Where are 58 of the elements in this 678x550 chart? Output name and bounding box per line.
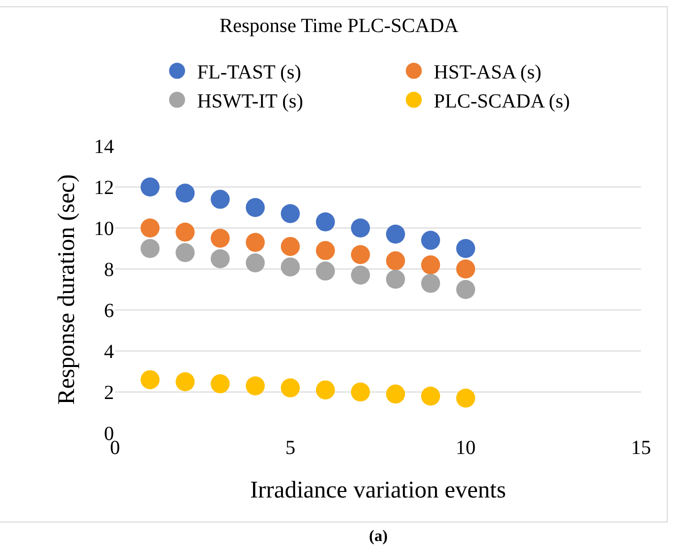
point bbox=[421, 386, 440, 406]
point bbox=[280, 204, 300, 224]
point bbox=[210, 374, 230, 394]
legend-label: PLC-SCADA (s) bbox=[434, 90, 570, 113]
point bbox=[280, 378, 300, 398]
point bbox=[140, 178, 160, 196]
point bbox=[350, 382, 370, 402]
legend-label: FL-TAST (s) bbox=[197, 62, 302, 84]
point bbox=[176, 184, 195, 203]
y-tick-label: 6 bbox=[104, 300, 114, 322]
x-tick-label: 5 bbox=[285, 437, 296, 459]
point bbox=[210, 249, 230, 268]
point bbox=[140, 218, 160, 238]
point bbox=[350, 245, 370, 264]
point bbox=[246, 376, 265, 396]
point bbox=[140, 370, 160, 390]
point bbox=[386, 224, 406, 244]
y-tick-label: 4 bbox=[104, 341, 114, 363]
point bbox=[316, 262, 335, 281]
text: (a) bbox=[369, 528, 388, 545]
point bbox=[386, 270, 406, 289]
y-axis-title: Response duration (sec) bbox=[54, 174, 80, 405]
point bbox=[386, 384, 406, 404]
point bbox=[421, 230, 440, 250]
point bbox=[316, 241, 335, 260]
y-tick-label: 10 bbox=[94, 218, 114, 240]
point bbox=[456, 260, 476, 278]
point bbox=[176, 243, 195, 262]
point bbox=[140, 239, 160, 258]
x-tick-label: 10 bbox=[456, 437, 476, 459]
point bbox=[350, 218, 370, 238]
point bbox=[456, 239, 476, 258]
point bbox=[350, 266, 370, 285]
chart-title: Response Time PLC-SCADA bbox=[220, 14, 460, 37]
legend-label: HSWT-IT (s) bbox=[197, 90, 304, 113]
point bbox=[456, 280, 476, 299]
x-tick-label: 15 bbox=[631, 437, 651, 459]
point bbox=[176, 222, 195, 242]
point bbox=[421, 274, 440, 293]
point bbox=[210, 190, 230, 209]
point bbox=[280, 236, 300, 256]
point bbox=[421, 255, 440, 274]
y-tick-label: 14 bbox=[94, 136, 114, 158]
point bbox=[456, 388, 476, 408]
point bbox=[316, 380, 335, 400]
point bbox=[316, 212, 335, 232]
y-tick-label: 8 bbox=[104, 259, 114, 281]
y-tick-label: 12 bbox=[94, 177, 114, 199]
point bbox=[176, 372, 195, 392]
x-axis-title: Irradiance variation events bbox=[250, 477, 506, 504]
point bbox=[246, 198, 265, 217]
point bbox=[280, 257, 300, 276]
y-tick-label: 2 bbox=[104, 382, 114, 404]
point bbox=[246, 253, 265, 272]
point bbox=[386, 251, 406, 270]
legend-label: HST-ASA (s) bbox=[434, 62, 542, 84]
point bbox=[210, 228, 230, 248]
point bbox=[246, 232, 265, 252]
